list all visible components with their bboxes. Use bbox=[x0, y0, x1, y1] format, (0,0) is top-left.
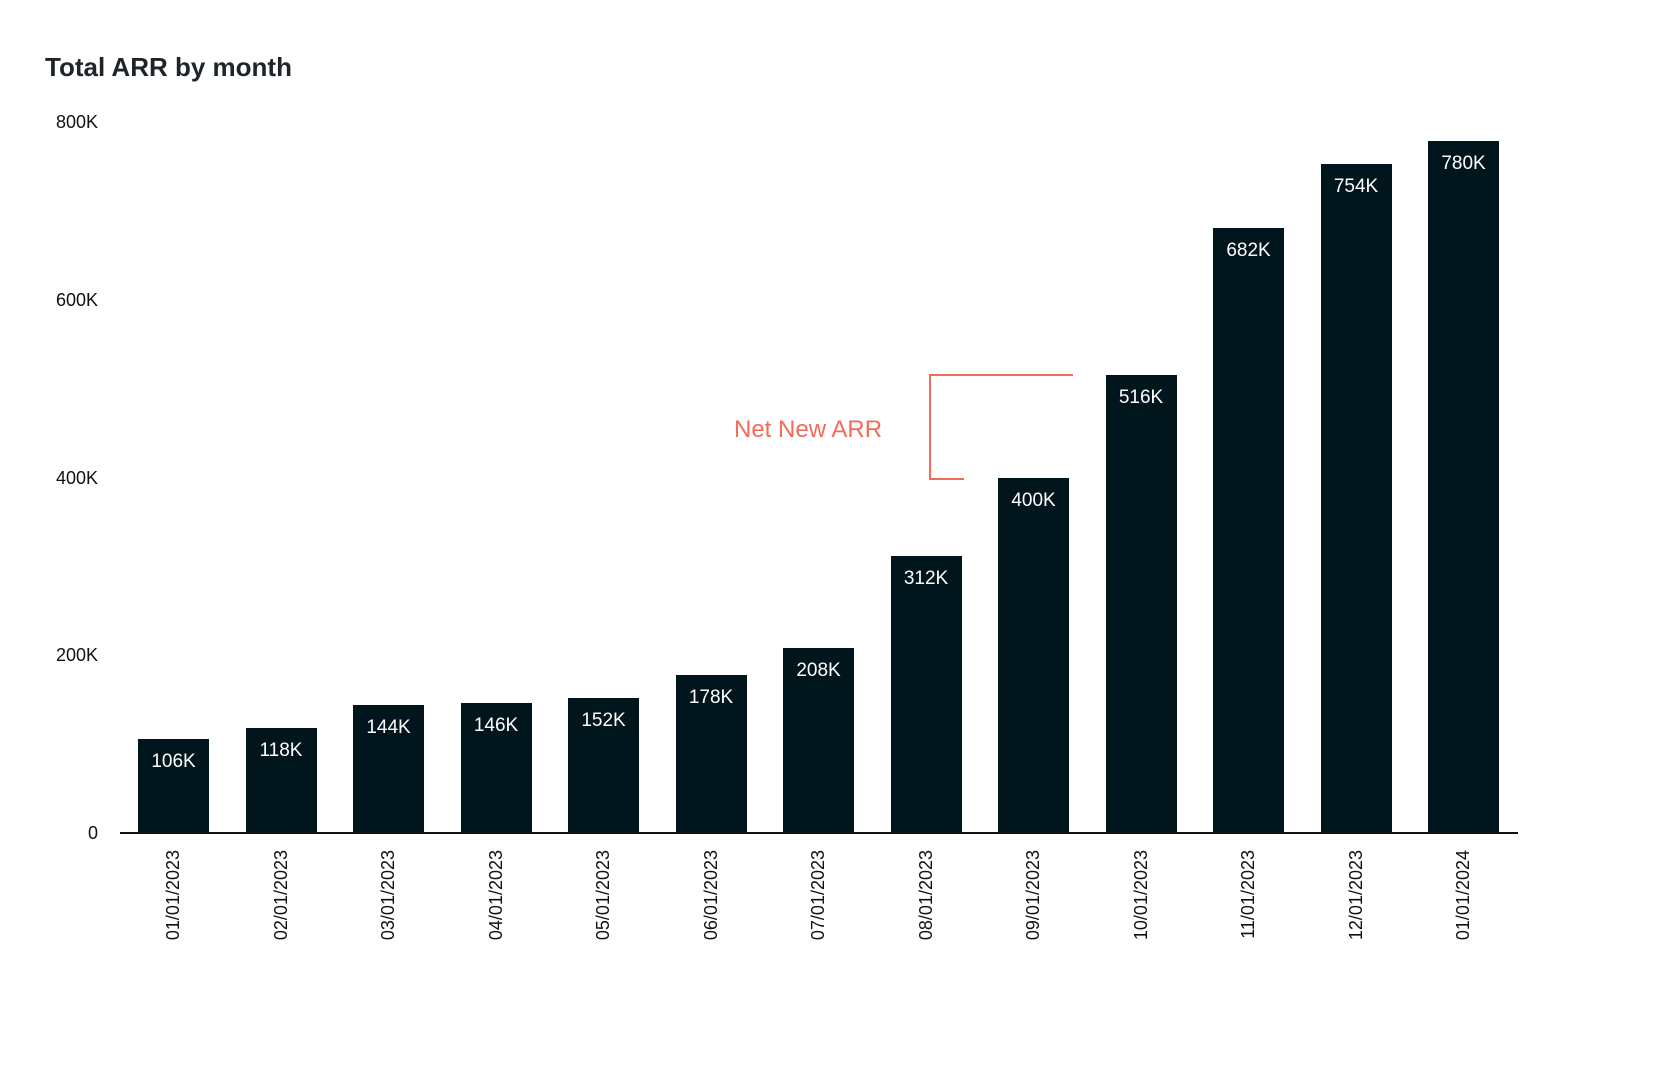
bar: 312K bbox=[890, 556, 962, 833]
bar: 516K bbox=[1105, 375, 1177, 833]
bar: 106K bbox=[138, 738, 209, 833]
bar-value-label: 208K bbox=[796, 660, 841, 682]
x-tick-label: 07/01/2023 bbox=[808, 850, 828, 941]
x-tick-label: 05/01/2023 bbox=[593, 850, 613, 941]
bar: 178K bbox=[675, 675, 747, 833]
y-tick-400k: 400K bbox=[55, 468, 98, 488]
bar-value-label: 178K bbox=[688, 687, 734, 709]
bar: 118K bbox=[245, 728, 317, 833]
annotation-bracket-bottom bbox=[929, 478, 964, 480]
annotation-bracket-side bbox=[929, 374, 931, 479]
x-tick-label: 01/01/2023 bbox=[163, 850, 183, 941]
x-tick-label: 02/01/2023 bbox=[270, 850, 291, 941]
x-tick-label: 12/01/2023 bbox=[1345, 850, 1366, 941]
bar-value-label: 312K bbox=[903, 568, 949, 590]
bar: 144K bbox=[353, 705, 424, 833]
bar: 152K bbox=[568, 698, 639, 833]
net-new-arr-annotation: Net New ARR bbox=[734, 416, 883, 443]
bar-value-label: 754K bbox=[1333, 175, 1379, 197]
y-tick-0: 0 bbox=[87, 823, 98, 843]
bar: 754K bbox=[1320, 163, 1392, 833]
bar-value-label: 106K bbox=[151, 750, 196, 772]
annotation-bracket-top bbox=[929, 374, 1073, 376]
y-tick-200k: 200K bbox=[55, 645, 98, 665]
x-tick-label: 01/01/2024 bbox=[1453, 850, 1473, 941]
x-tick-label: 08/01/2023 bbox=[915, 850, 936, 941]
bar-value-label: 400K bbox=[1011, 490, 1056, 511]
x-axis-line bbox=[120, 832, 1518, 834]
x-tick-label: 04/01/2023 bbox=[485, 850, 506, 941]
bar: 400K bbox=[998, 478, 1069, 833]
bar-value-label: 118K bbox=[259, 740, 303, 762]
x-tick-label: 11/01/2023 bbox=[1238, 850, 1258, 939]
bar-value-label: 682K bbox=[1226, 239, 1271, 261]
chart-title: Total ARR by month bbox=[45, 52, 292, 82]
bar-value-label: 152K bbox=[581, 710, 626, 732]
x-tick-label: 03/01/2023 bbox=[378, 850, 398, 941]
bar: 146K bbox=[460, 703, 532, 833]
bar-value-label: 780K bbox=[1441, 152, 1486, 174]
bar-value-label: 144K bbox=[366, 717, 411, 739]
x-tick-label: 09/01/2023 bbox=[1023, 850, 1043, 941]
y-tick-800k: 800K bbox=[55, 112, 98, 132]
bar: 780K bbox=[1428, 140, 1499, 833]
bar: 208K bbox=[783, 648, 854, 833]
x-tick-label: 06/01/2023 bbox=[700, 850, 721, 941]
bar: 682K bbox=[1213, 227, 1284, 833]
y-tick-600k: 600K bbox=[55, 290, 98, 310]
bar-value-label: 146K bbox=[473, 715, 519, 737]
x-tick-label: 10/01/2023 bbox=[1130, 850, 1151, 941]
bar-value-label: 516K bbox=[1118, 387, 1164, 409]
